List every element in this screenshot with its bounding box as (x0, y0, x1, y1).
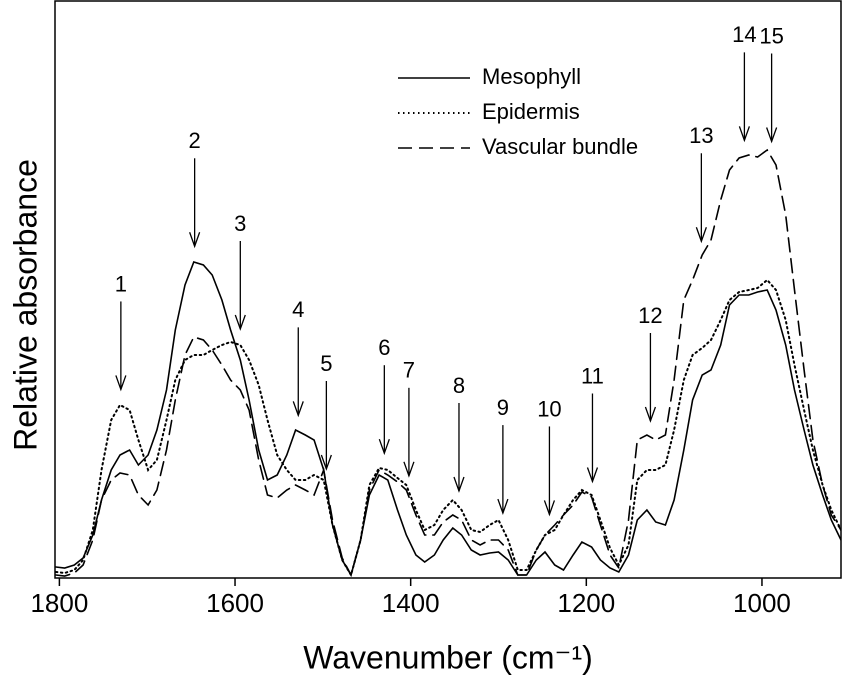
legend-label: Mesophyll (482, 64, 581, 89)
y-axis-label: Relative absorbance (7, 159, 43, 451)
annotation-label: 12 (638, 303, 662, 328)
arrow-head (586, 467, 599, 484)
arrow-head (738, 126, 751, 143)
annotation-label: 15 (759, 23, 783, 48)
arrow-head (766, 127, 778, 144)
arrow-head (403, 461, 415, 478)
arrow-head (320, 454, 332, 471)
annotation-label: 4 (292, 297, 304, 322)
arrow-head (695, 227, 707, 244)
annotation-label: 14 (732, 22, 756, 47)
x-tick-label: 1600 (206, 588, 264, 618)
x-tick-label: 1000 (733, 588, 791, 618)
arrow-head (189, 232, 201, 249)
arrow-head (292, 401, 304, 418)
annotation-label: 1 (115, 271, 127, 296)
annotation-label: 2 (189, 128, 201, 153)
annotation-label: 9 (497, 395, 509, 420)
legend-label: Epidermis (482, 99, 580, 124)
spectrum-line (55, 261, 841, 578)
spectrum-line (55, 278, 841, 578)
x-tick-label: 1200 (557, 588, 615, 618)
arrow-head (543, 500, 556, 517)
x-axis-label: Wavenumber (cm⁻¹) (303, 639, 593, 675)
legend-label: Vascular bundle (482, 134, 638, 159)
arrow-head (115, 375, 127, 392)
arrow-head (497, 498, 509, 516)
spectrum-line (55, 148, 841, 578)
arrow-head (234, 314, 246, 331)
x-tick-label: 1800 (30, 588, 88, 618)
annotation-label: 6 (378, 335, 390, 360)
arrow-head (644, 406, 657, 423)
x-tick-label: 1400 (382, 588, 440, 618)
plot-area (55, 148, 841, 578)
arrow-head (453, 476, 465, 493)
annotation-label: 3 (234, 211, 246, 236)
annotation-label: 5 (320, 351, 332, 376)
annotation-label: 13 (689, 123, 713, 148)
annotation-label: 8 (453, 373, 465, 398)
annotation-label: 7 (403, 358, 415, 383)
arrow-head (378, 438, 390, 456)
annotation-label: 10 (537, 396, 561, 421)
annotation-label: 11 (581, 363, 604, 388)
plot-frame (54, 0, 842, 579)
